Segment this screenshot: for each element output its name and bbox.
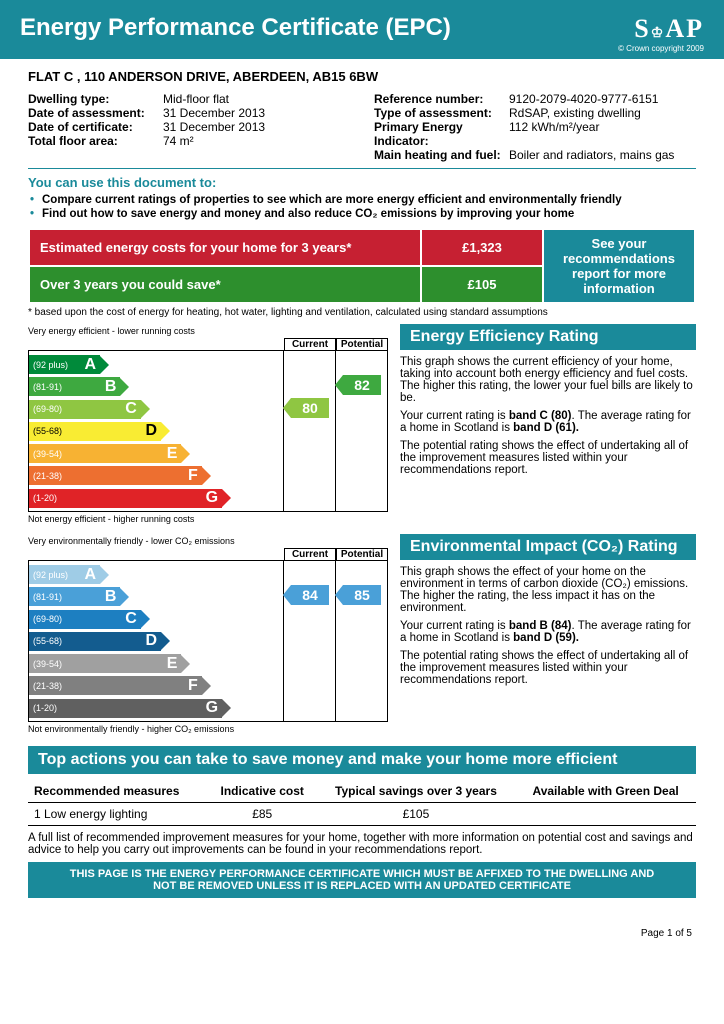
efficiency-heading: Energy Efficiency Rating bbox=[400, 324, 696, 350]
actions-row: 1 Low energy lighting£85£105 bbox=[28, 803, 696, 826]
cost-info: See your recommendations report for more… bbox=[544, 230, 694, 302]
top-actions-heading: Top actions you can take to save money a… bbox=[28, 746, 696, 774]
band-B: (81-91)B bbox=[29, 377, 120, 396]
eff-top-note: Very energy efficient - lower running co… bbox=[28, 326, 388, 336]
eff-para2: Your current rating is band C (80). The … bbox=[400, 410, 696, 434]
col-potential: Potential bbox=[336, 548, 388, 560]
rating-arrow: 85 bbox=[343, 585, 381, 605]
page-title: Energy Performance Certificate (EPC) bbox=[20, 14, 451, 42]
band-C: (69-80)C bbox=[29, 400, 141, 419]
eff-bot-note: Not energy efficient - higher running co… bbox=[28, 514, 388, 524]
actions-col: Available with Green Deal bbox=[515, 780, 696, 803]
header: Energy Performance Certificate (EPC) S♔A… bbox=[0, 0, 724, 59]
band-G: (1-20)G bbox=[29, 699, 222, 718]
eff-para3: The potential rating shows the effect of… bbox=[400, 440, 696, 476]
save-label: Over 3 years you could save* bbox=[30, 267, 420, 302]
detail-row: Primary Energy Indicator:112 kWh/m²/year bbox=[374, 120, 696, 148]
actions-col: Indicative cost bbox=[208, 780, 317, 803]
col-current: Current bbox=[284, 548, 336, 560]
environmental-heading: Environmental Impact (CO₂) Rating bbox=[400, 534, 696, 560]
actions-table: Recommended measuresIndicative costTypic… bbox=[28, 780, 696, 826]
detail-row: Reference number:9120-2079-4020-9777-615… bbox=[374, 92, 696, 106]
actions-col: Typical savings over 3 years bbox=[317, 780, 516, 803]
property-address: FLAT C , 110 ANDERSON DRIVE, ABERDEEN, A… bbox=[28, 69, 696, 84]
detail-row: Type of assessment:RdSAP, existing dwell… bbox=[374, 106, 696, 120]
env-para2: Your current rating is band B (84). The … bbox=[400, 620, 696, 644]
efficiency-row: Very energy efficient - lower running co… bbox=[28, 324, 696, 526]
environmental-row: Very environmentally friendly - lower CO… bbox=[28, 534, 696, 736]
bullet-item: Find out how to save energy and money an… bbox=[42, 208, 696, 220]
detail-row: Date of assessment:31 December 2013 bbox=[28, 106, 350, 120]
bullet-item: Compare current ratings of properties to… bbox=[42, 194, 696, 206]
rating-arrow: 84 bbox=[291, 585, 329, 605]
col-potential: Potential bbox=[336, 338, 388, 350]
band-F: (21-38)F bbox=[29, 676, 202, 695]
detail-row: Dwelling type:Mid-floor flat bbox=[28, 92, 350, 106]
you-can-use-heading: You can use this document to: bbox=[28, 175, 696, 190]
band-D: (55-68)D bbox=[29, 422, 161, 441]
rating-arrow: 80 bbox=[291, 398, 329, 418]
col-current: Current bbox=[284, 338, 336, 350]
sap-logo: S♔AP © Crown copyright 2009 bbox=[618, 14, 704, 53]
band-B: (81-91)B bbox=[29, 587, 120, 606]
band-G: (1-20)G bbox=[29, 489, 222, 508]
efficiency-chart: (92 plus)A (81-91)B (69-80)C (55-68)D (39-54… bbox=[28, 350, 388, 512]
rating-arrow: 82 bbox=[343, 375, 381, 395]
save-value: £105 bbox=[422, 267, 542, 302]
band-F: (21-38)F bbox=[29, 466, 202, 485]
band-A: (92 plus)A bbox=[29, 355, 100, 374]
environmental-chart: (92 plus)A (81-91)B (69-80)C (55-68)D (39-54… bbox=[28, 560, 388, 722]
detail-row: Main heating and fuel:Boiler and radiato… bbox=[374, 148, 696, 162]
actions-col: Recommended measures bbox=[28, 780, 208, 803]
env-bot-note: Not environmentally friendly - higher CO… bbox=[28, 724, 388, 734]
cert-notice: THIS PAGE IS THE ENERGY PERFORMANCE CERT… bbox=[28, 862, 696, 898]
band-E: (39-54)E bbox=[29, 444, 181, 463]
env-para1: This graph shows the effect of your home… bbox=[400, 566, 696, 614]
estimated-cost-label: Estimated energy costs for your home for… bbox=[30, 230, 420, 265]
property-details: Dwelling type:Mid-floor flatDate of asse… bbox=[28, 92, 696, 169]
band-A: (92 plus)A bbox=[29, 565, 100, 584]
estimated-cost-value: £1,323 bbox=[422, 230, 542, 265]
band-E: (39-54)E bbox=[29, 654, 181, 673]
footer-note: A full list of recommended improvement m… bbox=[28, 832, 696, 856]
band-D: (55-68)D bbox=[29, 632, 161, 651]
env-para3: The potential rating shows the effect of… bbox=[400, 650, 696, 686]
cost-footnote: * based upon the cost of energy for heat… bbox=[28, 307, 696, 318]
band-C: (69-80)C bbox=[29, 610, 141, 629]
detail-row: Total floor area:74 m² bbox=[28, 134, 350, 148]
detail-row: Date of certificate:31 December 2013 bbox=[28, 120, 350, 134]
env-top-note: Very environmentally friendly - lower CO… bbox=[28, 536, 388, 546]
eff-para1: This graph shows the current efficiency … bbox=[400, 356, 696, 404]
page-number: Page 1 of 5 bbox=[28, 928, 696, 939]
bullets-list: Compare current ratings of properties to… bbox=[28, 194, 696, 220]
cost-table: Estimated energy costs for your home for… bbox=[28, 228, 696, 304]
